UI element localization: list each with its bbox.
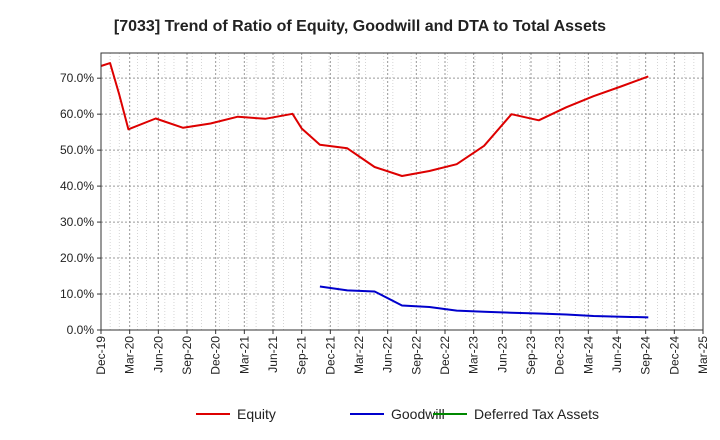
x-tick-label: Dec-19 bbox=[94, 336, 108, 375]
x-tick-label: Jun-22 bbox=[381, 336, 395, 373]
x-tick-label: Mar-20 bbox=[123, 336, 137, 374]
x-tick-label: Dec-22 bbox=[438, 336, 452, 375]
legend-label-deferred-tax-assets: Deferred Tax Assets bbox=[474, 406, 599, 422]
grid bbox=[100, 53, 704, 331]
legend: Equity Goodwill Deferred Tax Assets bbox=[196, 406, 599, 422]
x-axis: Dec-19 Mar-20 Jun-20 Sep-20 Dec-20 Mar-21 Jun-… bbox=[94, 330, 710, 375]
x-tick-label: Dec-24 bbox=[667, 336, 681, 375]
x-tick-label: Jun-23 bbox=[495, 336, 509, 373]
x-tick-label: Dec-21 bbox=[323, 336, 337, 375]
x-tick-label: Sep-24 bbox=[639, 336, 653, 375]
plot-lines bbox=[100, 62, 649, 319]
y-tick-label: 20.0% bbox=[60, 251, 94, 265]
x-tick-label: Mar-24 bbox=[581, 336, 595, 374]
y-axis: 0.0% 10.0% 20.0% 30.0% 40.0% 50.0% 60.0% 70.0% bbox=[60, 71, 101, 337]
x-tick-label: Sep-20 bbox=[180, 336, 194, 375]
x-tick-label: Dec-23 bbox=[553, 336, 567, 375]
y-tick-label: 60.0% bbox=[60, 107, 94, 121]
y-tick-label: 70.0% bbox=[60, 71, 94, 85]
y-tick-label: 0.0% bbox=[67, 323, 95, 337]
x-tick-label: Mar-21 bbox=[237, 336, 251, 374]
y-tick-label: 40.0% bbox=[60, 179, 94, 193]
x-tick-label: Sep-23 bbox=[524, 336, 538, 375]
y-tick-label: 10.0% bbox=[60, 287, 94, 301]
legend-label-equity: Equity bbox=[237, 406, 276, 422]
x-tick-label: Sep-21 bbox=[295, 336, 309, 375]
series-line-goodwill bbox=[319, 285, 649, 319]
plot-frame bbox=[100, 52, 704, 331]
x-tick-label: Jun-24 bbox=[610, 336, 624, 373]
x-tick-label: Mar-25 bbox=[696, 336, 710, 374]
series-line-equity bbox=[100, 62, 649, 177]
x-tick-label: Jun-20 bbox=[151, 336, 165, 373]
x-tick-label: Jun-21 bbox=[266, 336, 280, 373]
x-tick-label: Mar-22 bbox=[352, 336, 366, 374]
legend-label-goodwill: Goodwill bbox=[391, 406, 445, 422]
y-tick-label: 50.0% bbox=[60, 143, 94, 157]
chart-title: [7033] Trend of Ratio of Equity, Goodwil… bbox=[114, 18, 606, 35]
x-tick-label: Sep-22 bbox=[409, 336, 423, 375]
x-tick-label: Mar-23 bbox=[467, 336, 481, 374]
y-tick-label: 30.0% bbox=[60, 215, 94, 229]
x-tick-label: Dec-20 bbox=[209, 336, 223, 375]
